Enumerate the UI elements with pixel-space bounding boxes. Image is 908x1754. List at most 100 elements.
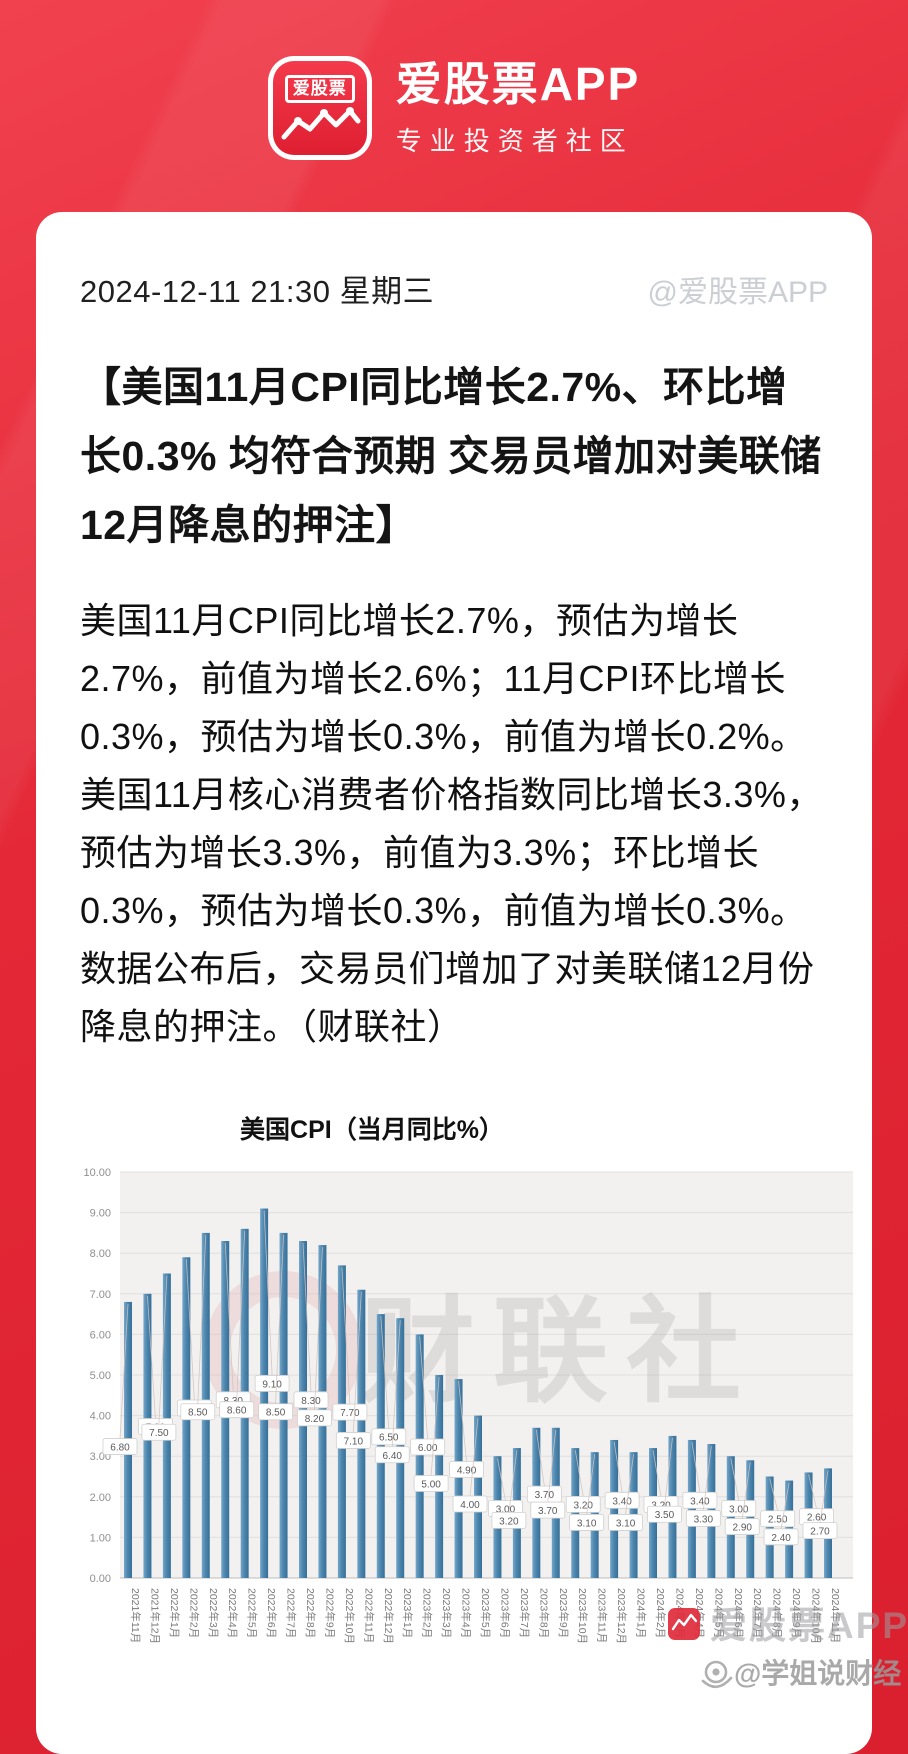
x-axis-label: 2022年6月 xyxy=(265,1588,278,1638)
aigupiao-app-icon-zigzag xyxy=(671,1613,698,1631)
bar-value-label-box xyxy=(371,1428,407,1446)
post-body: 美国11月CPI同比增长2.7%，预估为增长2.7%，前值为增长2.6%；11月… xyxy=(80,600,823,1047)
x-axis-label: 2023年2月 xyxy=(421,1588,434,1638)
leader-line xyxy=(741,1462,751,1519)
leader-line xyxy=(652,1450,662,1497)
post-date: 2024-12-11 21:30 星期三 xyxy=(80,274,435,309)
leader-line xyxy=(197,1234,207,1404)
x-axis-label: 2023年9月 xyxy=(557,1588,570,1638)
x-axis-label: 2022年1月 xyxy=(168,1588,181,1638)
bar-value-label: 8.60 xyxy=(227,1406,247,1417)
x-axis-label: 2024年10月 xyxy=(810,1588,823,1644)
bar-value-label-box xyxy=(608,1514,643,1531)
bar-value-label-box xyxy=(802,1522,838,1540)
x-axis-label: 2022年12月 xyxy=(382,1588,395,1644)
x-axis-label: 2023年4月 xyxy=(460,1588,473,1638)
bar-value-label-box xyxy=(293,1391,329,1409)
leader-line xyxy=(147,1295,156,1419)
stock-line-chart-icon xyxy=(281,107,361,140)
bar-value-label: 7.70 xyxy=(340,1408,360,1419)
leader-line xyxy=(119,1303,129,1439)
y-axis-label: 10.00 xyxy=(83,1167,111,1179)
bar-value-label: 2.90 xyxy=(732,1523,752,1534)
bar-value-label: 8.50 xyxy=(266,1408,286,1419)
bar-value-label-box xyxy=(647,1505,682,1523)
bar-value-label-box xyxy=(258,1403,293,1421)
cpi-bar xyxy=(765,1476,774,1578)
leader-line xyxy=(547,1429,557,1503)
cpi-chart-block: 美国CPI（当月同比%） 0.00 1.00 2.00 3.00 4.00 5.00 6.0… xyxy=(68,1110,907,1703)
bar-value-label-box xyxy=(565,1495,601,1513)
bar-value-label: 2.70 xyxy=(810,1527,830,1538)
post-meta-row: 2024-12-11 21:30 星期三 @爱股票APP xyxy=(80,266,828,311)
bar-value-label: 3.00 xyxy=(496,1504,516,1515)
x-axis-label: 2024年8月 xyxy=(771,1588,784,1638)
bar-value-label: 7.10 xyxy=(344,1436,364,1447)
bar-value-label: 3.30 xyxy=(694,1514,714,1525)
bar-value-label: 5.00 xyxy=(421,1479,441,1490)
leader-line xyxy=(574,1450,584,1497)
bar-value-label: 6.40 xyxy=(382,1451,402,1462)
x-axis-label: 2022年2月 xyxy=(187,1588,200,1638)
leader-line xyxy=(780,1482,790,1529)
leader-line xyxy=(224,1242,234,1392)
cpi-bar xyxy=(454,1379,463,1578)
leader-line xyxy=(691,1441,701,1493)
x-axis-label: 2023年6月 xyxy=(498,1588,511,1638)
leader-line xyxy=(380,1316,390,1429)
bar-value-label-box xyxy=(449,1461,484,1478)
leader-line xyxy=(314,1247,323,1410)
leader-line xyxy=(497,1458,506,1501)
x-axis-label: 2022年9月 xyxy=(323,1588,336,1638)
x-axis-label: 2023年7月 xyxy=(518,1588,531,1638)
weibo-eye-icon xyxy=(704,1660,728,1684)
leader-line xyxy=(808,1474,817,1509)
x-axis-label: 2024年1月 xyxy=(635,1588,648,1638)
weibo-handle-watermark: @学姐说财经 xyxy=(734,1657,901,1689)
leader-line xyxy=(236,1230,246,1402)
leader-line xyxy=(664,1437,673,1507)
cpi-bar xyxy=(610,1439,619,1578)
bar-value-label: 3.00 xyxy=(729,1504,749,1515)
chart-title: 美国CPI（当月同比%） xyxy=(240,1116,504,1144)
leader-line xyxy=(613,1441,623,1493)
bar-value-label-box xyxy=(180,1403,216,1421)
x-axis-label: 2023年1月 xyxy=(401,1588,414,1638)
x-axis-label: 2022年7月 xyxy=(285,1588,298,1638)
bar-value-label: 3.70 xyxy=(538,1506,558,1517)
leader-line xyxy=(586,1454,596,1515)
bar-value-label: 2.50 xyxy=(768,1515,788,1526)
app-header: 爱股票 爱股票APP 专业投资者社区 xyxy=(0,0,908,160)
leader-line xyxy=(430,1376,440,1476)
bar-value-label-box xyxy=(374,1446,410,1464)
x-axis-label: 2023年10月 xyxy=(576,1588,589,1644)
app-logo-icon: 爱股票 xyxy=(267,56,372,160)
leader-line xyxy=(730,1458,740,1501)
y-axis-label: 6.00 xyxy=(90,1329,111,1341)
weibo-eye-icon-smile xyxy=(701,1676,733,1689)
post-title: 【美国11月CPI同比增长2.7%、环比增长0.3% 均符合预期 交易员增加对美… xyxy=(80,364,822,548)
x-axis-label: 2021年12月 xyxy=(148,1588,161,1644)
leader-line xyxy=(341,1267,351,1405)
bar-value-label-box xyxy=(491,1511,527,1529)
bar-value-label: 7.50 xyxy=(149,1428,169,1439)
bar-value-label: 3.10 xyxy=(616,1518,636,1529)
bar-value-label: 3.50 xyxy=(655,1510,675,1521)
cpi-bar xyxy=(376,1314,385,1578)
x-axis-label: 2022年8月 xyxy=(304,1588,317,1638)
x-axis-label: 2023年3月 xyxy=(440,1588,453,1638)
aigupiao-watermark-text: 爱股票APP xyxy=(710,1605,908,1646)
bar-value-label-box xyxy=(452,1495,488,1513)
app-tagline: 专业投资者社区 xyxy=(395,125,634,156)
bar-value-label: 6.00 xyxy=(418,1443,438,1454)
bar-value-label: 3.20 xyxy=(573,1500,593,1511)
cpi-bar xyxy=(337,1265,346,1578)
x-axis-label: 2023年12月 xyxy=(615,1588,628,1644)
leader-line xyxy=(391,1320,401,1447)
cpi-bar xyxy=(415,1334,424,1578)
bar-value-label-box xyxy=(141,1423,177,1441)
bar-value-label-box xyxy=(721,1500,757,1517)
bar-value-label: 9.10 xyxy=(262,1379,282,1390)
bar-value-label: 3.70 xyxy=(535,1490,555,1501)
post-author-handle: @爱股票APP xyxy=(647,276,828,309)
